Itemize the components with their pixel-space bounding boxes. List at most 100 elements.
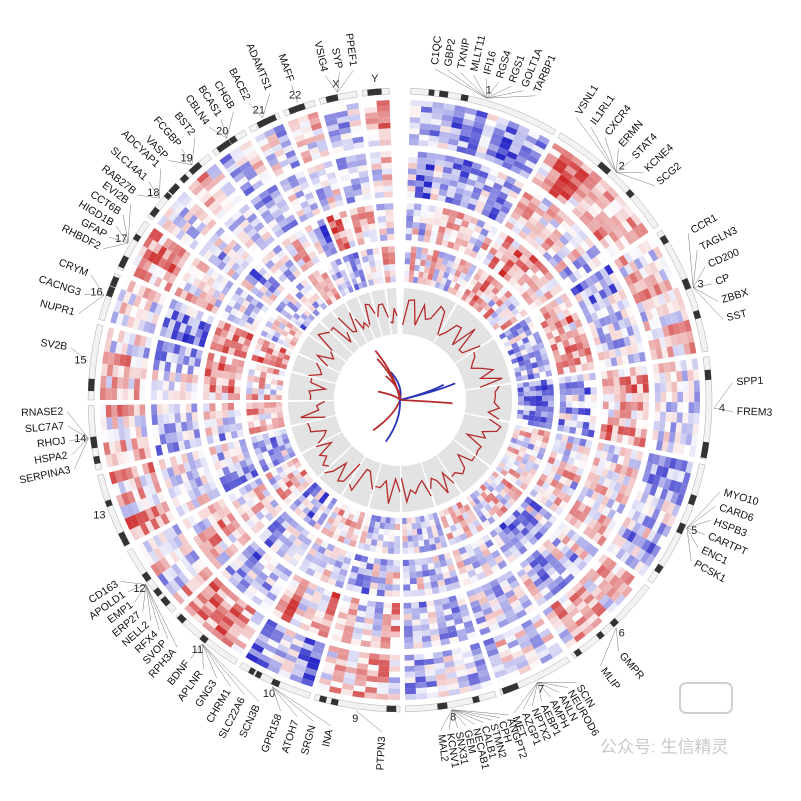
heatmap-cell <box>511 272 522 282</box>
heatmap-cell <box>117 481 127 495</box>
heatmap-cell <box>668 479 678 492</box>
heatmap-cell <box>115 341 123 355</box>
heatmap-cell <box>506 445 515 453</box>
heatmap-cell <box>556 541 566 552</box>
heatmap-cell <box>197 520 208 532</box>
heatmap-cell <box>633 560 645 574</box>
heatmap-cell <box>601 582 613 595</box>
heatmap-cell <box>305 606 317 616</box>
heatmap-cell <box>519 559 530 569</box>
heatmap-cell <box>502 485 511 494</box>
heatmap-cell <box>435 673 447 681</box>
ideogram-band <box>106 287 115 298</box>
heatmap-cell <box>472 519 481 528</box>
heatmap-cell <box>626 519 637 531</box>
heatmap-cell <box>154 515 165 528</box>
heatmap-cell <box>572 596 584 608</box>
heatmap-cell <box>212 289 222 299</box>
heatmap-cell <box>539 421 547 429</box>
heatmap-cell <box>495 326 503 335</box>
heatmap-cell <box>447 215 457 224</box>
heatmap-cell <box>295 547 306 557</box>
heatmap-cell <box>356 237 365 246</box>
heatmap-cell <box>239 140 253 152</box>
heatmap-cell <box>133 334 142 347</box>
chromosome-label: 10 <box>263 688 275 700</box>
heatmap-cell <box>575 585 587 597</box>
heatmap-cell <box>491 286 500 296</box>
heatmap-cell <box>192 336 201 346</box>
heatmap-cell <box>345 583 355 592</box>
heatmap-cell <box>175 422 183 433</box>
heatmap-cell <box>305 259 315 269</box>
heatmap-cell <box>498 311 507 319</box>
heatmap-cell <box>259 600 272 612</box>
heatmap-cell <box>365 611 375 619</box>
heatmap-cell <box>122 331 131 344</box>
heatmap-cell <box>475 663 488 673</box>
heatmap-cell <box>222 322 232 332</box>
heatmap-cell <box>635 450 644 462</box>
heatmap-cell <box>577 167 590 180</box>
heatmap-cell <box>488 622 500 632</box>
heatmap-cell <box>558 235 570 246</box>
heatmap-cell <box>376 693 389 700</box>
heatmap-cell <box>432 176 442 184</box>
heatmap-cell <box>106 417 113 430</box>
heatmap-cell <box>148 227 159 240</box>
connector <box>686 527 699 549</box>
chromosome-label: 5 <box>691 525 697 537</box>
heatmap-cell <box>343 287 351 295</box>
heatmap-cell <box>374 191 385 199</box>
heatmap-cell <box>407 185 416 192</box>
heatmap-cell <box>380 156 392 164</box>
heatmap-cell <box>207 525 218 537</box>
heatmap-cell <box>449 511 457 520</box>
heatmap-cell <box>669 312 679 325</box>
heatmap-cell <box>519 196 531 207</box>
heatmap-cell <box>579 214 591 226</box>
heatmap-cell <box>162 248 172 260</box>
heatmap-cell <box>447 286 454 294</box>
heatmap-cell <box>139 404 146 416</box>
heatmap-cell <box>213 461 222 471</box>
heatmap-cell <box>546 566 557 577</box>
heatmap-cell <box>521 324 530 332</box>
heatmap-cell <box>337 508 345 517</box>
heatmap-cell <box>254 132 267 143</box>
heatmap-cell <box>545 317 555 326</box>
connector <box>451 709 459 729</box>
heatmap-cell <box>584 237 595 249</box>
heatmap-cell <box>444 265 452 274</box>
heatmap-cell <box>408 270 415 277</box>
heatmap-cell <box>493 315 502 323</box>
heatmap-cell <box>262 325 271 333</box>
heatmap-cell <box>402 517 407 524</box>
heatmap-cell <box>490 658 503 668</box>
heatmap-cell <box>615 567 627 579</box>
heatmap-cell <box>282 553 293 563</box>
connector <box>486 85 512 99</box>
heatmap-cell <box>324 166 335 175</box>
heatmap-cell <box>191 383 198 392</box>
heatmap-cell <box>546 172 559 184</box>
heatmap-cell <box>278 421 286 428</box>
connector <box>145 584 152 621</box>
heatmap-cell <box>570 420 578 428</box>
heatmap-cell <box>163 423 171 434</box>
heatmap-cell <box>632 352 641 363</box>
heatmap-cell <box>460 498 468 507</box>
heatmap-cell <box>598 178 611 191</box>
heatmap-cell <box>563 425 571 433</box>
heatmap-cell <box>216 451 226 462</box>
heatmap-cell <box>296 328 304 336</box>
heatmap-cell <box>425 163 435 171</box>
heatmap-cell <box>434 567 443 575</box>
heatmap-cell <box>207 200 220 212</box>
heatmap-cell <box>476 219 486 229</box>
heatmap-cell <box>152 254 163 266</box>
chromosome-label: 1 <box>486 84 492 96</box>
connector <box>686 506 716 528</box>
heatmap-cell <box>616 503 626 515</box>
heatmap-cell <box>540 241 551 252</box>
